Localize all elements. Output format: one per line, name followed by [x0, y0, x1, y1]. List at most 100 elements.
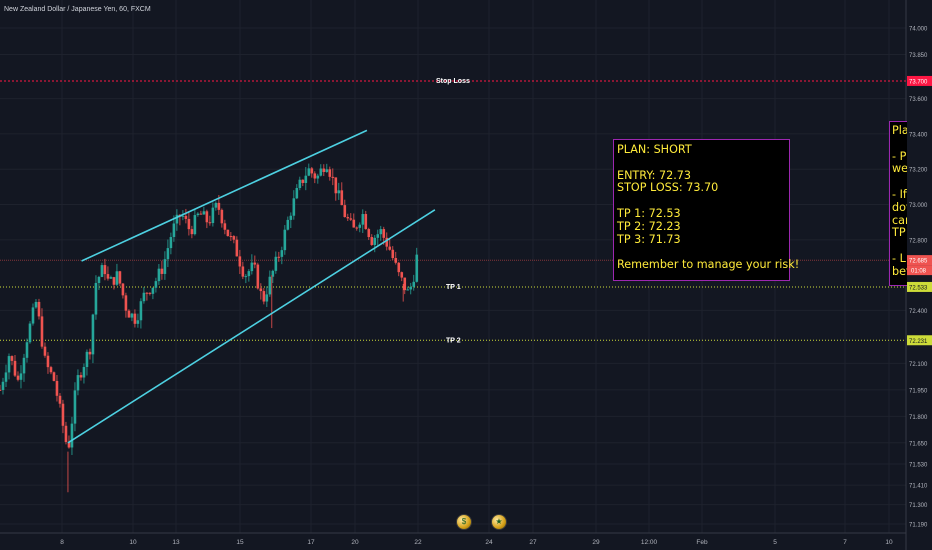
plan-text-right-line: - L	[892, 251, 906, 265]
candle-body	[313, 173, 317, 179]
candle-body	[76, 375, 80, 391]
candle-body	[241, 266, 245, 277]
candle-body	[211, 207, 215, 224]
price-tick-label: 71.950	[909, 388, 928, 394]
candle-body	[97, 276, 101, 283]
candle-body	[367, 229, 371, 238]
candle-body	[334, 177, 338, 194]
plan-text-right-line: TP	[892, 226, 906, 240]
plan-text-line: STOP LOSS: 73.70	[617, 181, 719, 195]
time-tick-label: 8	[60, 539, 64, 546]
candle-body	[271, 270, 275, 277]
candle-body	[223, 223, 227, 230]
plan-text-line: ENTRY: 72.73	[617, 168, 692, 182]
candle-body	[361, 214, 365, 225]
candle-body	[121, 283, 125, 296]
candle-body	[316, 175, 320, 179]
plan-text-right-line	[892, 138, 907, 151]
candle-body	[379, 229, 383, 235]
candle-body	[406, 289, 410, 291]
candle-body	[10, 356, 14, 361]
plan-text-line: TP 3: 71.73	[617, 232, 681, 246]
candle-body	[391, 249, 395, 259]
candle-body	[274, 256, 278, 271]
candle-body	[319, 168, 323, 176]
candle-body	[16, 375, 20, 380]
candle-body	[352, 219, 356, 228]
candle-body	[283, 229, 287, 251]
candle-body	[37, 301, 41, 317]
candle-body	[118, 271, 122, 284]
time-axis[interactable]: 8 10 13 15 17 20 22 24 27 29 12:00 Feb 5 7 10	[60, 539, 893, 546]
candle-body	[58, 395, 62, 404]
candle-body	[106, 274, 110, 279]
candle-body	[82, 367, 86, 378]
time-tick-label: 13	[172, 539, 180, 546]
candle-body	[292, 198, 296, 216]
price-tick-label: 71.650	[909, 441, 928, 447]
candle-body	[31, 307, 35, 324]
candle-body	[139, 301, 143, 321]
price-tick-label: 74.000	[909, 27, 928, 33]
candle-body	[199, 213, 203, 215]
price-axis[interactable]: 74.000 73.850 73.700 73.600 73.400 73.200 73.0…	[907, 27, 932, 529]
candle-body	[295, 188, 299, 199]
candle-body	[244, 276, 248, 278]
candle-body	[394, 258, 398, 263]
channel-top-trendline	[81, 129, 368, 262]
countdown-label: 01:08	[911, 269, 927, 275]
candle-body	[412, 281, 416, 287]
candle-body	[307, 168, 311, 176]
trendlines	[67, 129, 436, 444]
candle-body	[331, 176, 335, 178]
candle-body	[124, 295, 128, 311]
candle-body	[1, 381, 5, 390]
news-icon[interactable]: ★	[491, 514, 507, 530]
candle-body	[214, 202, 218, 208]
candle-body	[181, 215, 185, 217]
candle-body	[286, 219, 290, 230]
candle-body	[4, 372, 8, 382]
candle-body	[187, 218, 191, 230]
candle-body	[382, 229, 386, 238]
candle-body	[415, 254, 419, 282]
candle-body	[130, 313, 134, 318]
earnings-icon[interactable]: $	[456, 514, 472, 530]
price-tick-label: 73.600	[909, 97, 928, 103]
plan-text-line: TP 1: 72.53	[617, 206, 681, 220]
candle-body	[184, 215, 188, 219]
candle-body	[0, 389, 2, 391]
price-tick-label: 71.190	[909, 523, 928, 529]
candle-body	[19, 373, 23, 380]
candle-body	[193, 215, 197, 235]
price-tag	[907, 335, 932, 346]
price-tick-label: 71.410	[909, 484, 928, 490]
candle-body	[103, 265, 107, 275]
candle-body	[262, 291, 266, 302]
time-tick-label: 5	[773, 539, 777, 546]
candle-body	[388, 246, 392, 250]
price-tick-label: 73.400	[909, 132, 928, 138]
time-tick-label: 22	[414, 539, 422, 546]
candle-body	[136, 320, 140, 324]
candle-body	[250, 262, 254, 272]
trade-plan-note[interactable]: PLAN: SHORT ENTRY: 72.73 STOP LOSS: 73.70…	[613, 139, 799, 281]
candle-body	[100, 265, 104, 277]
candle-body	[355, 227, 359, 229]
trade-plan-note-right[interactable]: Pla - Pwe - IfdovcarTP - Lbef	[889, 121, 907, 286]
candle-body	[253, 262, 257, 265]
candle-body	[55, 380, 59, 396]
time-tick-label: 12:00	[641, 539, 658, 546]
plan-text-right-line: - P	[892, 149, 907, 163]
candle-body	[337, 190, 341, 194]
candle-body	[67, 441, 71, 448]
candle-body	[175, 214, 179, 224]
candle-body	[304, 175, 308, 183]
symbol-title[interactable]: New Zealand Dollar / Japanese Yen, 60, F…	[4, 6, 151, 13]
time-tick-label: 10	[129, 539, 137, 546]
plan-text-right-line: bef	[892, 264, 907, 278]
candle-body	[370, 237, 374, 245]
candle-body	[25, 342, 29, 358]
candle-body	[166, 248, 170, 260]
